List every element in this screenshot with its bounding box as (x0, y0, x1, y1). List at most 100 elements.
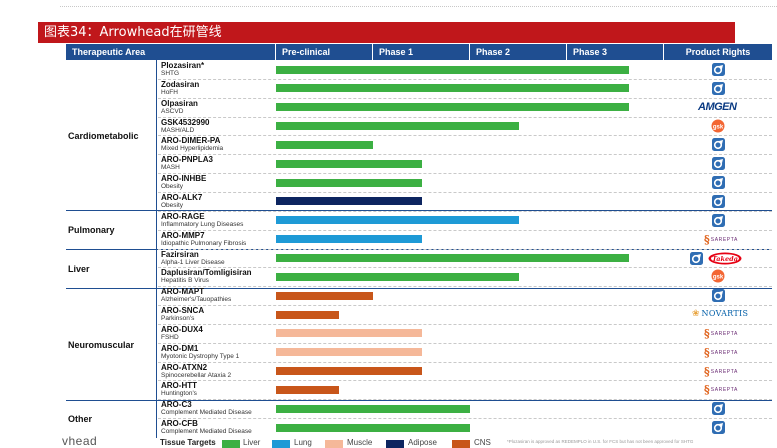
row-separator (158, 173, 772, 175)
pipeline-bar-daplusiran-tomligisiran (276, 272, 519, 281)
drug-name: ARO-INHBE (161, 174, 207, 184)
drug-name: ARO-DUX4 (161, 324, 203, 334)
header-phase-3: Phase 3 (567, 44, 663, 60)
row-separator (158, 323, 772, 325)
legend-swatch-cns (452, 440, 470, 448)
row-separator (158, 418, 772, 420)
drug-indication: ASCVD (161, 107, 184, 115)
drug-indication: HoFH (161, 88, 178, 96)
pipeline-bar-aro-cfb (276, 423, 470, 432)
pipeline-bar-olpasiran (276, 103, 630, 112)
category-liver: Liver (68, 264, 90, 274)
drug-name: Daplusiran/Tomligisiran (161, 268, 252, 278)
pipeline-bar-aro-inhbe (276, 178, 422, 187)
pipeline-bar-aro-mmp7 (276, 235, 422, 244)
drug-name: ARO-MMP7 (161, 230, 205, 240)
sarepta-mark-icon: § (704, 383, 710, 396)
row-separator (158, 78, 772, 80)
arrowhead-logo-icon (712, 157, 725, 170)
arrowhead-logo-icon (712, 63, 725, 76)
sarepta-mark-icon: § (704, 346, 710, 359)
novartis-flame-icon: ❀ (692, 308, 700, 318)
pipeline-bar-aro-pnpla3 (276, 159, 422, 168)
pipeline-bar-aro-htt (276, 385, 340, 394)
header-product-rights: Product Rights (664, 44, 772, 60)
drug-indication: Inflammatory Lung Diseases (161, 220, 244, 228)
arrowhead-logo-icon (712, 138, 725, 151)
drug-indication: Myotonic Dystrophy Type 1 (161, 352, 240, 360)
gsk-logo: gsk (711, 269, 725, 283)
footnote: *Plozasiran is approved as REDEMPLO in U… (507, 439, 694, 444)
novartis-wordmark: NOVARTIS (701, 309, 749, 318)
arrowhead-logo-fragment: vhead (62, 434, 98, 448)
header-divider (469, 44, 470, 60)
drug-indication: Obesity (161, 201, 184, 209)
category-divider (66, 210, 772, 211)
arrowhead-logo-icon (712, 176, 725, 189)
drug-name: ARO-C3 (161, 400, 192, 410)
sarepta-logo: § SAREPTA (704, 233, 738, 246)
legend-label-adipose: Adipose (408, 438, 437, 447)
sarepta-mark-icon: § (704, 365, 710, 378)
drug-name: ARO-MAPT (161, 287, 205, 297)
category-pulmonary: Pulmonary (68, 225, 115, 235)
svg-text:Takeda: Takeda (712, 255, 738, 263)
sarepta-wordmark: SAREPTA (710, 369, 738, 375)
drug-indication: Complement Mediated Disease (161, 409, 252, 417)
pipeline-bar-aro-dux4 (276, 329, 422, 338)
category-divider (66, 288, 772, 289)
legend-label-muscle: Muscle (347, 438, 373, 447)
arrowhead-logo-icon (712, 195, 725, 208)
svg-text:gsk: gsk (713, 275, 724, 281)
legend-label-cns: CNS (474, 438, 491, 447)
drug-name: ARO-SNCA (161, 306, 205, 316)
row-separator (158, 399, 772, 401)
header-phase-preclinical: Pre-clinical (276, 44, 372, 60)
arrowhead-logo-icon (690, 252, 703, 265)
arrowhead-logo-icon (712, 421, 725, 434)
header-divider (372, 44, 373, 60)
drug-name: ARO-CFB (161, 419, 198, 429)
drug-name: ARO-DM1 (161, 343, 199, 353)
row-separator (158, 97, 772, 99)
drug-name: ARO-RAGE (161, 211, 205, 221)
category-divider (66, 400, 772, 401)
drug-indication: MASH (161, 164, 180, 172)
sarepta-mark-icon: § (704, 233, 710, 246)
drug-name: Zodasiran (161, 79, 200, 89)
pipeline-bar-aro-rage (276, 216, 519, 225)
pipeline-bar-aro-c3 (276, 404, 470, 413)
drug-indication: Idiopathic Pulmonary Fibrosis (161, 239, 247, 247)
row-separator (158, 342, 772, 344)
drug-name: Olpasiran (161, 98, 198, 108)
legend-swatch-muscle (325, 440, 343, 448)
row-separator (158, 135, 772, 137)
drug-indication: Obesity (161, 183, 184, 191)
pipeline-bar-aro-snca (276, 310, 340, 319)
row-separator (158, 286, 772, 288)
drug-indication: MASH/ALD (161, 126, 195, 134)
figure-title: 图表34：Arrowhead在研管线 (38, 22, 735, 43)
row-separator (158, 248, 772, 250)
drug-indication: Mixed Hyperlipidemia (161, 145, 224, 153)
legend-swatch-lung (272, 440, 290, 448)
drug-indication: Alpha-1 Liver Disease (161, 258, 225, 266)
top-dotted-rule (60, 6, 777, 7)
category-neuromuscular: Neuromuscular (68, 340, 135, 350)
drug-name: Fazirsiran (161, 249, 199, 259)
drug-indication: Parkinson's (161, 315, 195, 323)
row-separator (158, 267, 772, 269)
header-divider (566, 44, 567, 60)
pipeline-bar-aro-alk7 (276, 197, 422, 206)
row-separator (158, 154, 772, 156)
sarepta-logo: § SAREPTA (704, 346, 738, 359)
sarepta-wordmark: SAREPTA (710, 387, 738, 393)
pipeline-bar-fazirsiran (276, 254, 630, 262)
drug-indication: FSHD (161, 333, 179, 341)
sarepta-logo: § SAREPTA (704, 328, 738, 339)
drug-name: GSK4532990 (161, 117, 210, 127)
row-separator (158, 361, 772, 363)
legend-swatch-adipose (386, 440, 404, 448)
row-separator (158, 305, 772, 307)
row-separator (158, 210, 772, 212)
